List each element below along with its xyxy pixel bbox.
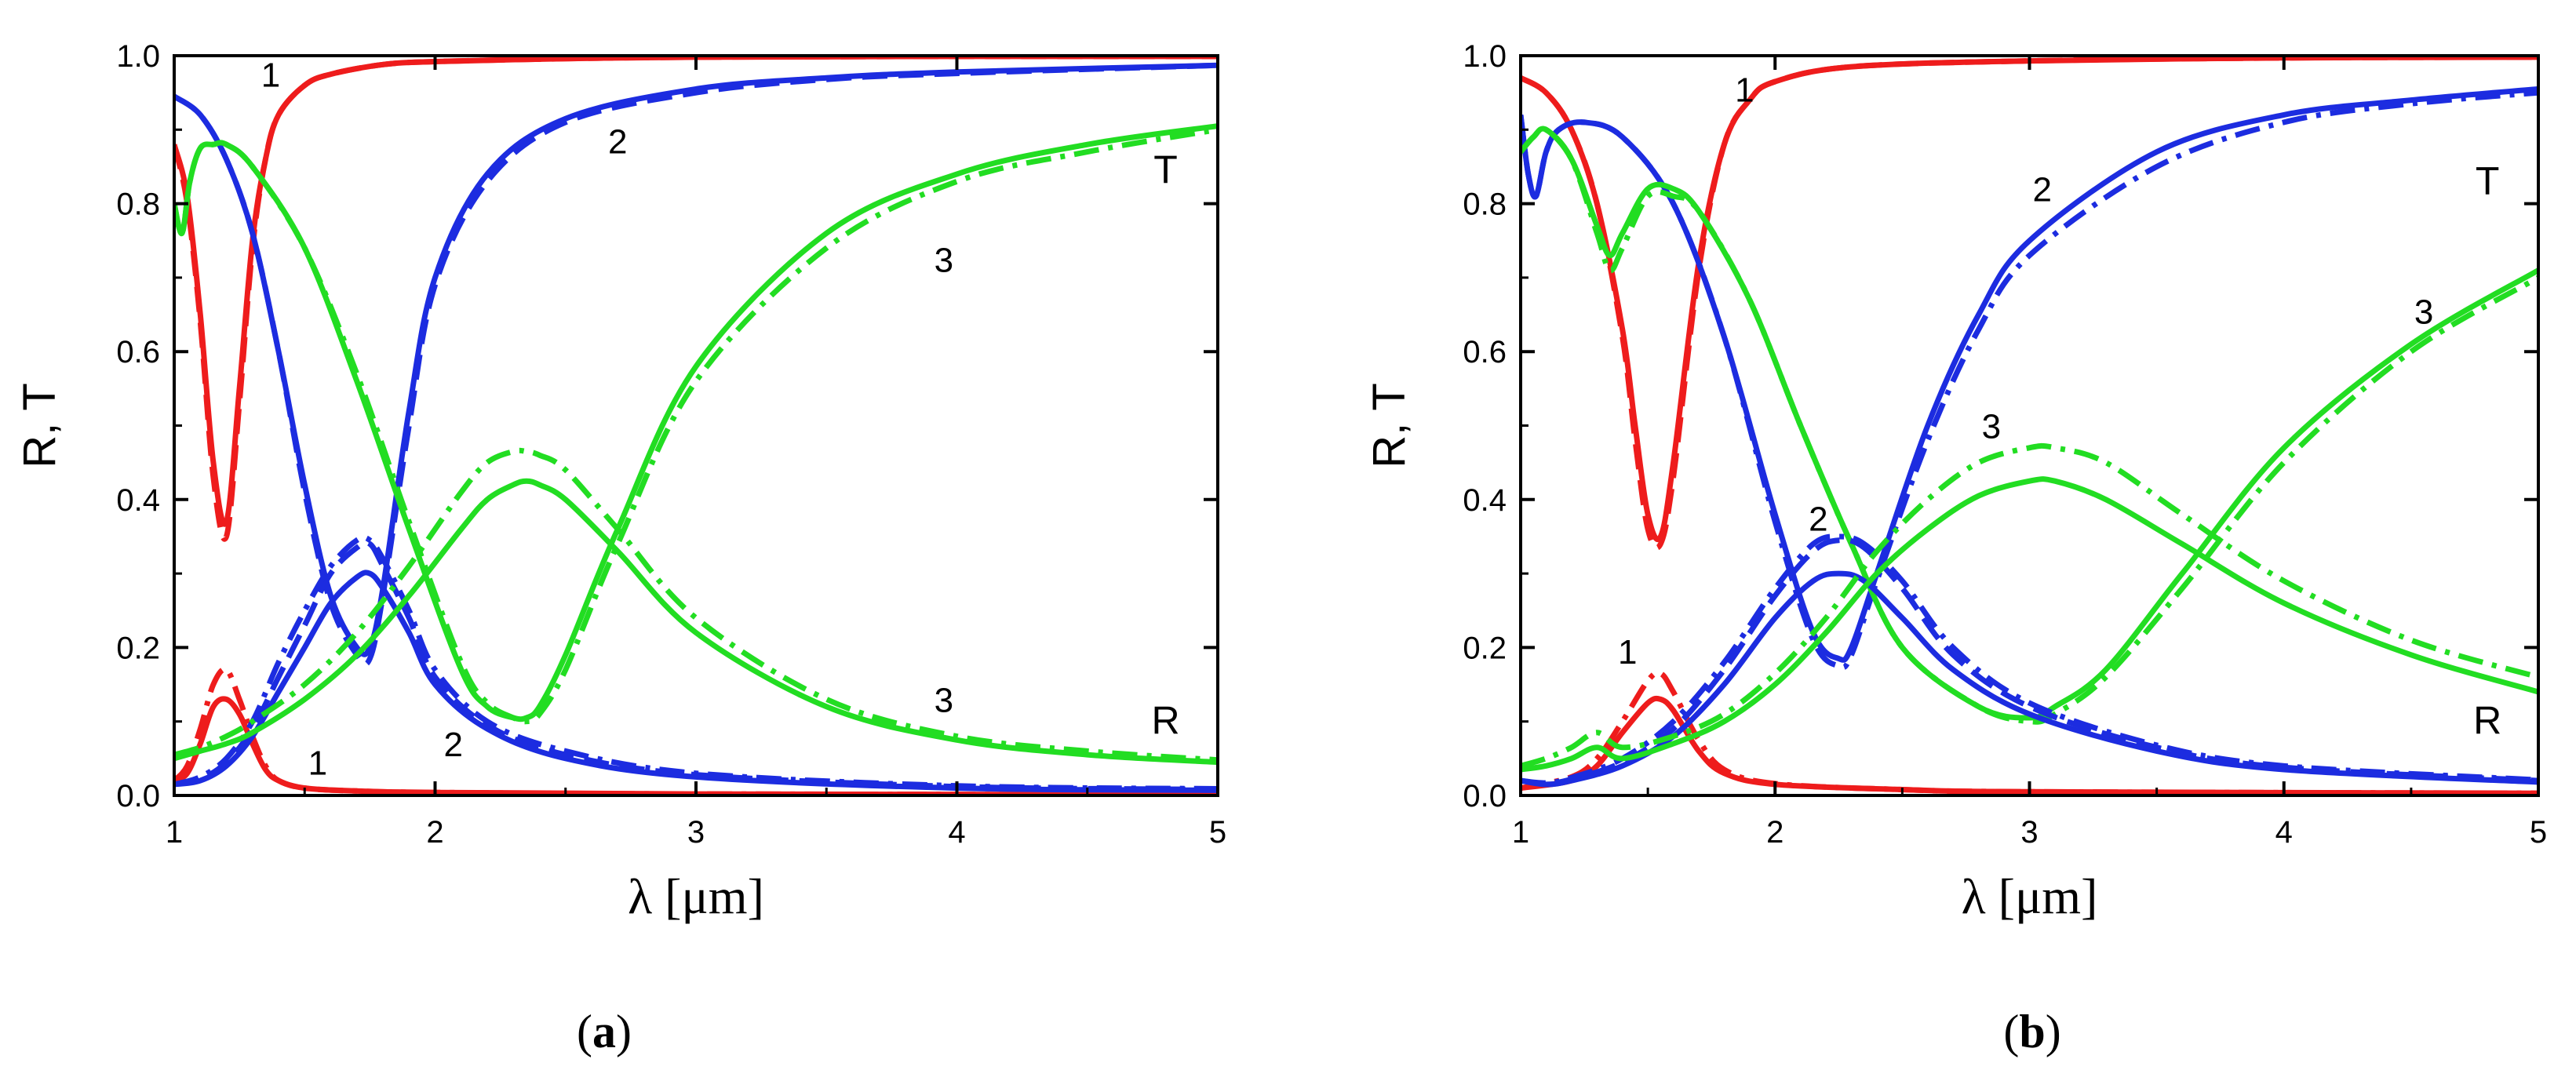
curve-annotation: R (1151, 699, 1179, 743)
curve-annotation: T (1153, 147, 1178, 191)
x-tick-label: 1 (1512, 815, 1529, 850)
series-line-3-dashdot (1521, 89, 2538, 671)
series-line-7-dashdot (1521, 669, 2538, 795)
y-axis-title: R, T (1364, 383, 1415, 468)
curve-annotation: 3 (935, 241, 953, 279)
series-line-1-dashed (174, 56, 1218, 542)
y-tick-label: 1.0 (1463, 39, 1507, 74)
curve-annotation: 1 (261, 56, 280, 95)
y-axis-title: R, T (14, 383, 65, 468)
series-line-0-solid (174, 56, 1218, 527)
series-line-9-dashed (1521, 537, 2538, 787)
y-tick-label: 0.0 (1463, 779, 1507, 813)
y-tick-label: 0.2 (116, 631, 160, 665)
plot-frame (173, 54, 1219, 797)
panel-a: 1 2 3 4 5 0.0 0.2 0.4 0.6 0.8 1.0 λ [μm] R, T 1 2 3 T 1 2 3… (14, 39, 1226, 1057)
curve-annotation: 3 (2414, 293, 2433, 331)
x-tick-label: 3 (2020, 815, 2038, 850)
y-tick-label: 0.2 (1463, 631, 1507, 665)
x-tick-label: 2 (1766, 815, 1784, 850)
series-line-8-solid (1521, 570, 2538, 788)
x-tick-label: 1 (166, 815, 183, 850)
panel-caption: (a) (577, 1006, 632, 1057)
series-line-9-dashed (174, 540, 1218, 792)
y-tick-label: 0.6 (1463, 335, 1507, 369)
panel-b: 1 2 3 4 5 0.0 0.2 0.4 0.6 0.8 1.0 λ [μm] R, T 1 2 3 T 1 2 3… (1364, 39, 2547, 1057)
y-tick-label: 0.4 (1463, 483, 1507, 518)
series-line-11-solid (1521, 476, 2538, 773)
x-tick-label: 3 (687, 815, 705, 850)
curve-annotation: T (2476, 158, 2500, 202)
series-line-5-dashdot (1521, 126, 2538, 725)
plot-frame (1519, 54, 2540, 797)
curve-annotation: 1 (308, 744, 327, 783)
x-tick-label: 5 (2530, 815, 2547, 850)
series-line-2-solid (1521, 86, 2538, 663)
x-tick-label: 5 (1209, 815, 1226, 850)
y-tick-label: 0.4 (116, 483, 160, 518)
y-tick-label: 0.6 (116, 335, 160, 369)
x-tick-label: 4 (2275, 815, 2293, 850)
x-tick-label: 4 (948, 815, 965, 850)
x-axis-title: λ [μm] (1962, 868, 2098, 924)
panel-caption: (b) (2003, 1006, 2060, 1057)
y-tick-label: 0.0 (116, 779, 160, 813)
series-line-1-dashed (1521, 56, 2538, 551)
series-line-11-solid (174, 478, 1218, 766)
x-tick-label: 2 (426, 815, 443, 850)
y-tick-label: 0.8 (1463, 187, 1507, 222)
x-axis-title: λ [μm] (628, 868, 764, 924)
curve-annotation: 3 (935, 681, 953, 719)
curve-annotation: R (2473, 699, 2501, 743)
curve-annotation: 2 (1809, 500, 1827, 538)
series-line-6-solid (174, 696, 1218, 795)
series-group (174, 56, 1218, 795)
series-line-3-dashed (174, 62, 1218, 668)
y-tick-label: 0.8 (116, 187, 160, 222)
series-group (1521, 56, 2538, 795)
curve-annotation: 1 (1618, 633, 1637, 672)
curve-annotation: 2 (2032, 171, 2051, 209)
series-line-12-dashdot (1521, 442, 2538, 769)
series-line-12-dashdot (174, 447, 1218, 763)
curve-annotation: 2 (444, 726, 463, 764)
series-line-10-dashdot (174, 534, 1218, 792)
curve-annotation: 2 (608, 122, 627, 161)
y-tick-label: 1.0 (116, 39, 160, 74)
series-line-5-dashdot (174, 126, 1218, 725)
curve-annotation: 3 (1982, 408, 2001, 446)
curve-annotation: 1 (1735, 71, 1754, 109)
